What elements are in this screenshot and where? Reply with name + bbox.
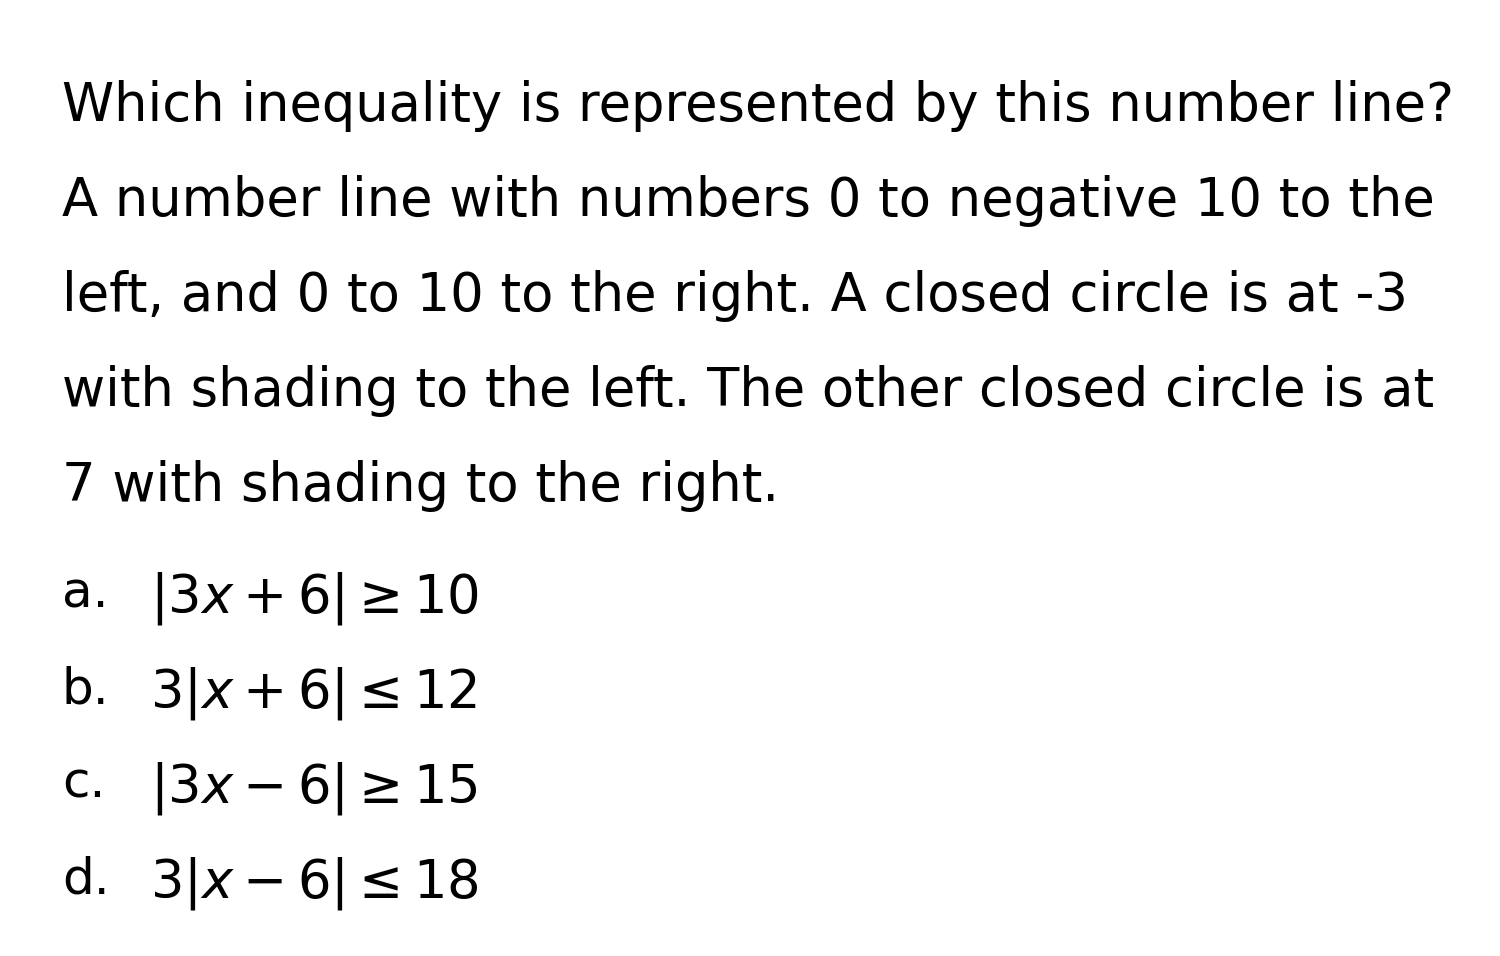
Text: a.: a. — [62, 570, 108, 618]
Text: left, and 0 to 10 to the right. A closed circle is at -3: left, and 0 to 10 to the right. A closed… — [62, 270, 1408, 322]
Text: $3|x - 6| \leq 18$: $3|x - 6| \leq 18$ — [150, 855, 478, 912]
Text: with shading to the left. The other closed circle is at: with shading to the left. The other clos… — [62, 365, 1434, 417]
Text: $|3x + 6| \geq 10$: $|3x + 6| \geq 10$ — [150, 570, 478, 627]
Text: $3|x + 6| \leq 12$: $3|x + 6| \leq 12$ — [150, 665, 477, 722]
Text: Which inequality is represented by this number line?: Which inequality is represented by this … — [62, 80, 1454, 132]
Text: A number line with numbers 0 to negative 10 to the: A number line with numbers 0 to negative… — [62, 175, 1434, 227]
Text: b.: b. — [62, 665, 110, 713]
Text: 7 with shading to the right.: 7 with shading to the right. — [62, 460, 778, 512]
Text: c.: c. — [62, 760, 105, 808]
Text: d.: d. — [62, 855, 110, 903]
Text: $|3x - 6| \geq 15$: $|3x - 6| \geq 15$ — [150, 760, 478, 817]
